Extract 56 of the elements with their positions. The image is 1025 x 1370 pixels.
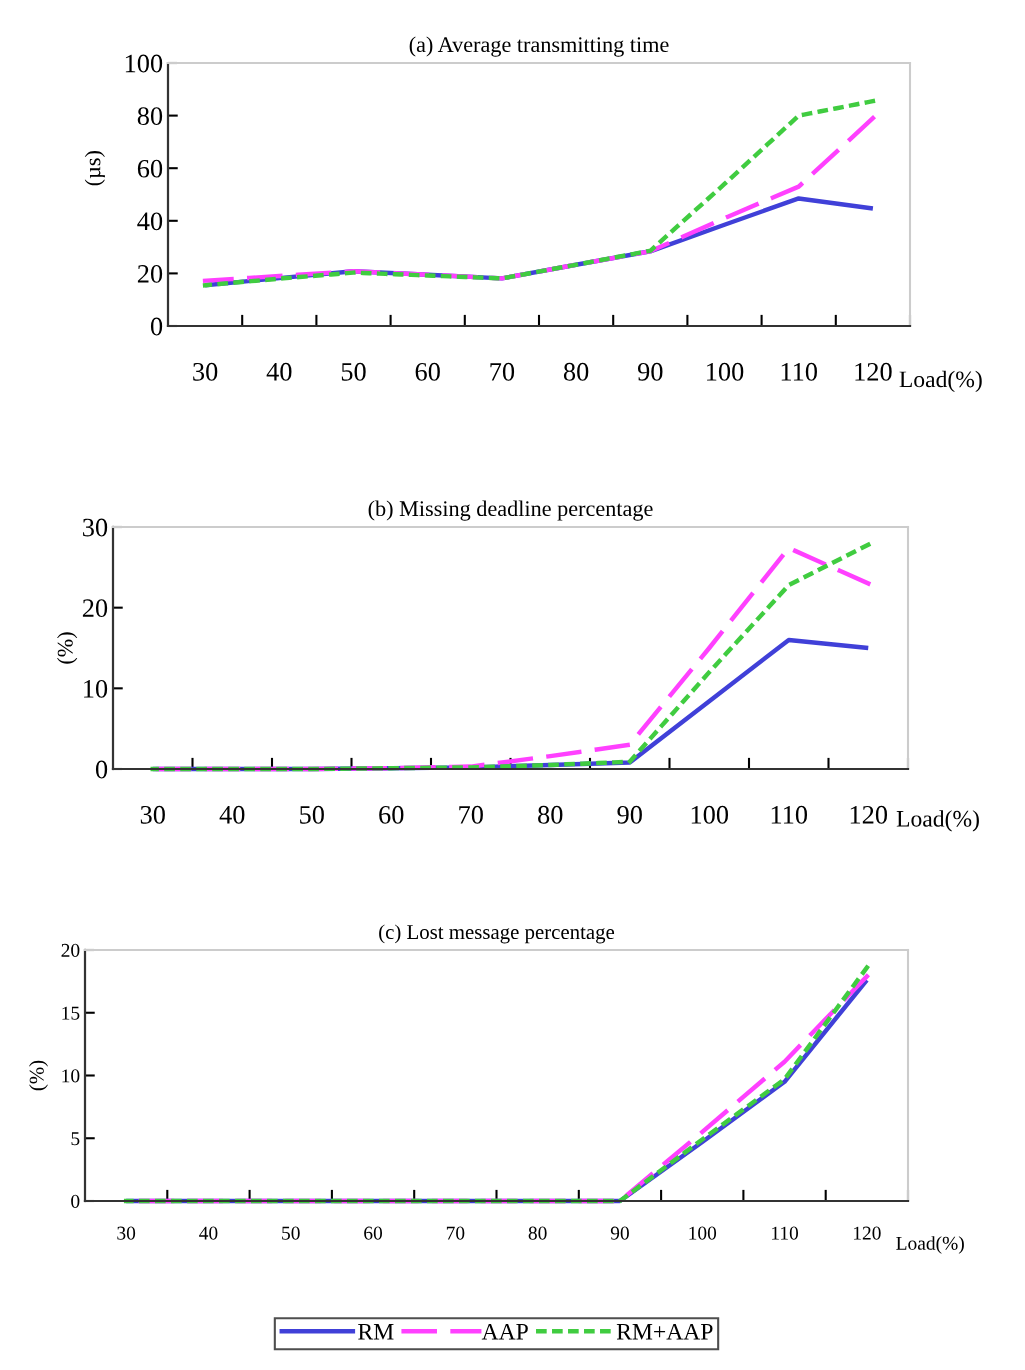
x-tick-label: 90 xyxy=(637,362,663,381)
x-tick-label: 60 xyxy=(379,805,404,824)
x-axis-title: Load(%) xyxy=(896,810,979,832)
x-tick-label: 110 xyxy=(781,362,817,381)
x-tick-label: 30 xyxy=(193,362,218,381)
y-tick-label: 100 xyxy=(125,54,163,73)
x-tick-label: 70 xyxy=(446,1226,465,1240)
x-tick-label: 120 xyxy=(853,1226,881,1240)
y-tick-label: 5 xyxy=(71,1132,80,1146)
x-tick-label: 50 xyxy=(300,805,324,824)
y-axis-title: (%) xyxy=(57,632,78,664)
legend-label: AAP xyxy=(481,1323,528,1340)
y-tick-label: 0 xyxy=(71,1194,80,1208)
x-tick-label: 60 xyxy=(364,1226,383,1240)
y-tick-label: 80 xyxy=(137,107,163,126)
x-tick-label: 40 xyxy=(266,362,292,381)
x-tick-label: 100 xyxy=(691,805,729,824)
x-tick-label: 90 xyxy=(617,805,642,824)
chart-title: (c) Lost message percentage xyxy=(379,924,615,944)
x-tick-label: 50 xyxy=(341,362,366,381)
y-tick-label: 10 xyxy=(62,1069,80,1083)
x-tick-label: 40 xyxy=(219,805,245,824)
y-tick-label: 10 xyxy=(84,679,108,698)
y-tick-label: 30 xyxy=(83,518,108,537)
x-tick-label: 70 xyxy=(490,362,515,381)
y-tick-label: 15 xyxy=(62,1006,80,1020)
chart-title: (b) Missing deadline percentage xyxy=(368,500,653,521)
y-tick-label: 0 xyxy=(95,760,108,779)
x-tick-label: 90 xyxy=(610,1226,629,1240)
x-tick-label: 120 xyxy=(855,362,892,381)
y-tick-label: 40 xyxy=(137,212,163,231)
y-tick-label: 60 xyxy=(137,159,163,178)
x-tick-label: 50 xyxy=(282,1226,300,1240)
x-tick-label: 110 xyxy=(772,1226,799,1240)
x-axis-title: Load(%) xyxy=(899,370,982,393)
x-tick-label: 30 xyxy=(117,1226,136,1240)
y-tick-label: 20 xyxy=(137,265,163,283)
y-tick-label: 20 xyxy=(61,943,80,957)
x-tick-label: 100 xyxy=(689,1226,717,1240)
y-axis-title: (%) xyxy=(29,1060,48,1091)
x-tick-label: 80 xyxy=(528,1226,547,1240)
legend-label: RM+AAP xyxy=(616,1323,713,1340)
x-tick-label: 70 xyxy=(459,805,483,824)
x-tick-label: 110 xyxy=(771,805,808,824)
x-tick-label: 100 xyxy=(707,362,744,381)
legend-label: RM xyxy=(358,1324,394,1340)
x-tick-label: 80 xyxy=(563,362,589,381)
y-axis-title: (µs) xyxy=(84,151,105,186)
x-tick-label: 40 xyxy=(199,1226,218,1240)
x-axis-title: Load(%) xyxy=(896,1236,964,1254)
x-tick-label: 60 xyxy=(415,362,440,381)
x-tick-label: 80 xyxy=(538,805,563,824)
x-tick-label: 120 xyxy=(850,805,888,824)
chart-title: (a) Average transmitting time xyxy=(409,36,669,57)
y-tick-label: 20 xyxy=(82,599,108,618)
y-tick-label: 0 xyxy=(150,317,163,336)
